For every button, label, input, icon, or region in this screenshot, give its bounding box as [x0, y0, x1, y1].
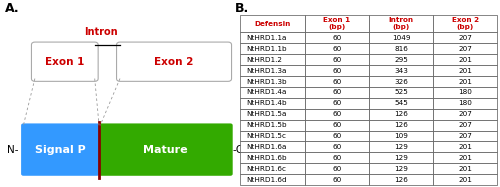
- Text: Signal P: Signal P: [35, 145, 86, 155]
- Text: Exon 2: Exon 2: [154, 57, 194, 67]
- Text: Exon 1: Exon 1: [45, 57, 84, 67]
- Text: Intron: Intron: [84, 27, 117, 37]
- Text: N-: N-: [8, 145, 19, 155]
- FancyBboxPatch shape: [99, 123, 232, 176]
- Text: Mature: Mature: [144, 145, 188, 155]
- Text: B.: B.: [235, 2, 249, 15]
- Text: A.: A.: [5, 2, 20, 15]
- FancyBboxPatch shape: [32, 42, 98, 81]
- Text: -C: -C: [232, 145, 244, 155]
- FancyBboxPatch shape: [116, 42, 232, 81]
- FancyBboxPatch shape: [21, 123, 100, 176]
